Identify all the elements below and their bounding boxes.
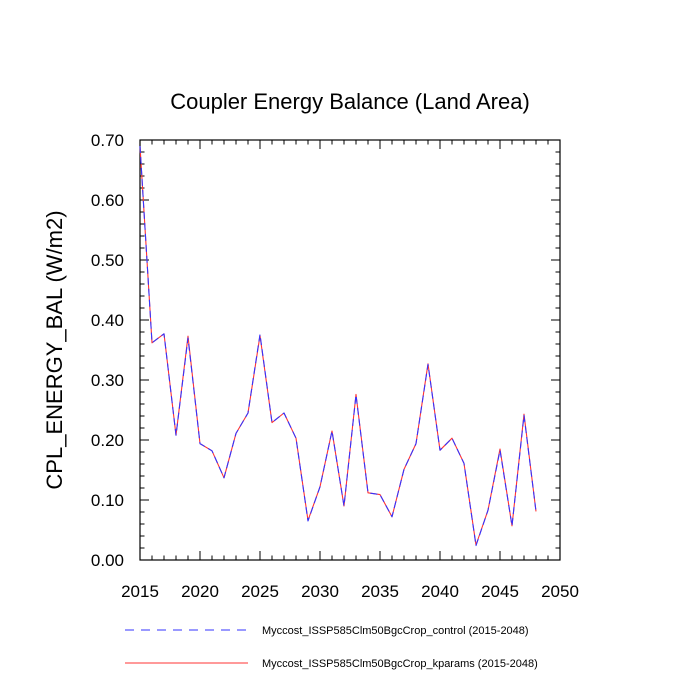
chart-title: Coupler Energy Balance (Land Area) <box>170 89 530 114</box>
y-tick-label: 0.50 <box>91 251 124 270</box>
legend-label-1: Myccost_ISSP585Clm50BgcCrop_kparams (201… <box>262 658 538 670</box>
y-tick-label: 0.30 <box>91 371 124 390</box>
legend-label-0: Myccost_ISSP585Clm50BgcCrop_control (201… <box>262 625 529 637</box>
y-tick-label: 0.10 <box>91 491 124 510</box>
x-tick-label: 2035 <box>361 582 399 601</box>
series-line-1 <box>139 145 537 546</box>
y-tick-label: 0.20 <box>91 431 124 450</box>
x-tick-label: 2020 <box>181 582 219 601</box>
x-tick-label: 2015 <box>121 582 159 601</box>
x-tick-label: 2025 <box>241 582 279 601</box>
x-tick-label: 2045 <box>481 582 519 601</box>
axis-tick-labels: 2015 2020 2025 2030 2035 2040 2045 2050 0.00 0.10… <box>91 131 579 601</box>
plot-frame <box>139 139 561 561</box>
y-tick-label: 0.00 <box>91 551 124 570</box>
axis-ticks <box>139 139 561 561</box>
x-tick-label: 2050 <box>541 582 579 601</box>
data-series <box>139 145 537 547</box>
y-axis-label: CPL_ENERGY_BAL (W/m2) <box>42 210 67 489</box>
y-tick-label: 0.40 <box>91 311 124 330</box>
y-tick-label: 0.60 <box>91 191 124 210</box>
x-tick-label: 2040 <box>421 582 459 601</box>
y-tick-label: 0.70 <box>91 131 124 150</box>
legend: Myccost_ISSP585Clm50BgcCrop_control (201… <box>125 625 538 670</box>
x-tick-label: 2030 <box>301 582 339 601</box>
series-line-0 <box>139 145 537 547</box>
